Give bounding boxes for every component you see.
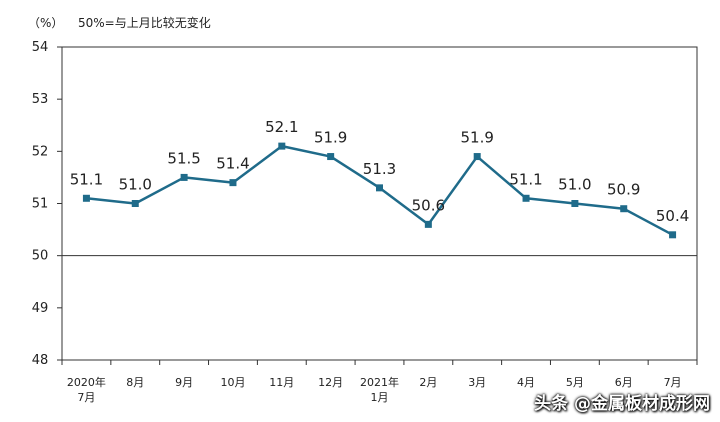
data-point	[620, 205, 628, 213]
x-tick-label: 11月	[269, 376, 294, 389]
y-unit-label: （%）	[28, 16, 64, 30]
data-point	[424, 220, 432, 228]
y-tick-label: 50	[32, 249, 49, 264]
x-tick-label: 6月	[615, 376, 633, 389]
y-tick-label: 54	[32, 40, 49, 55]
plot-frame	[61, 46, 698, 361]
x-tick-label: 12月	[318, 376, 343, 389]
x-tick-label: 2020年	[67, 375, 106, 389]
data-label: 50.4	[656, 207, 689, 225]
data-label: 51.9	[460, 129, 493, 147]
x-tick-label: 10月	[220, 376, 245, 389]
x-tick-label: 9月	[175, 376, 193, 389]
x-tick-label: 7月	[664, 376, 682, 389]
x-tick-label: 1月	[371, 391, 389, 404]
x-tick-label: 2月	[419, 376, 437, 389]
data-point	[131, 200, 139, 207]
y-tick-label: 51	[32, 197, 49, 212]
data-label: 51.1	[70, 170, 103, 188]
data-point	[473, 153, 481, 161]
x-tick-label: 4月	[517, 376, 535, 389]
data-point	[229, 179, 237, 187]
data-point	[327, 153, 335, 161]
data-label: 51.0	[558, 176, 591, 194]
data-point	[669, 231, 677, 239]
data-label: 51.4	[216, 155, 249, 173]
x-tick-label: 2021年	[360, 375, 399, 389]
y-tick-label: 49	[32, 301, 49, 316]
x-tick-label: 3月	[468, 376, 486, 389]
data-point	[376, 184, 383, 192]
y-tick-label: 48	[32, 353, 49, 368]
data-point	[571, 200, 579, 207]
data-point	[522, 194, 530, 202]
data-label: 51.3	[363, 160, 396, 178]
reference-note: 50%=与上月比较无变化	[78, 16, 211, 30]
x-tick-label: 8月	[126, 376, 144, 389]
data-label: 51.9	[314, 129, 347, 147]
watermark: 头条 @金属板材成形网	[534, 394, 710, 414]
data-label: 51.5	[167, 149, 200, 167]
data-label: 50.9	[607, 181, 640, 199]
data-label: 51.0	[119, 176, 152, 194]
data-point	[278, 142, 286, 150]
data-label: 51.1	[509, 170, 542, 188]
x-tick-label: 5月	[566, 376, 584, 389]
data-point	[82, 194, 90, 202]
data-point	[180, 173, 188, 181]
data-label: 50.6	[412, 196, 445, 214]
y-tick-label: 53	[32, 92, 49, 107]
y-tick-label: 52	[32, 144, 49, 159]
x-tick-label: 7月	[77, 391, 95, 404]
data-label: 52.1	[265, 118, 298, 136]
